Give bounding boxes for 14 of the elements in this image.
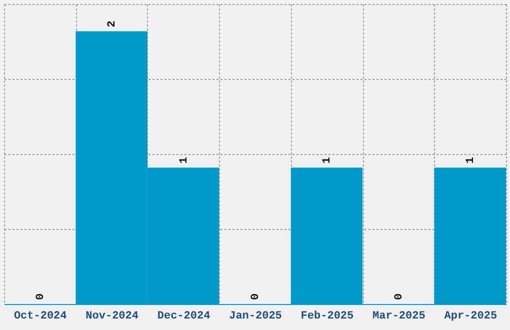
x-tick-label: Mar-2025 xyxy=(372,310,426,322)
x-tick-label: Feb-2025 xyxy=(300,310,354,322)
data-label: 0 xyxy=(250,293,262,300)
x-tick-label: Dec-2024 xyxy=(157,310,211,322)
x-tick-label: Apr-2025 xyxy=(444,310,498,322)
x-tick-label: Nov-2024 xyxy=(86,310,139,322)
x-tick-label: Jan-2025 xyxy=(229,310,282,322)
data-label: 0 xyxy=(393,293,406,300)
data-label: 1 xyxy=(322,156,334,164)
x-tick-label: Oct-2024 xyxy=(14,310,68,322)
data-label: 1 xyxy=(178,156,190,164)
data-label: 2 xyxy=(106,20,119,28)
data-label: 1 xyxy=(465,156,478,164)
data-label: 0 xyxy=(34,293,47,300)
